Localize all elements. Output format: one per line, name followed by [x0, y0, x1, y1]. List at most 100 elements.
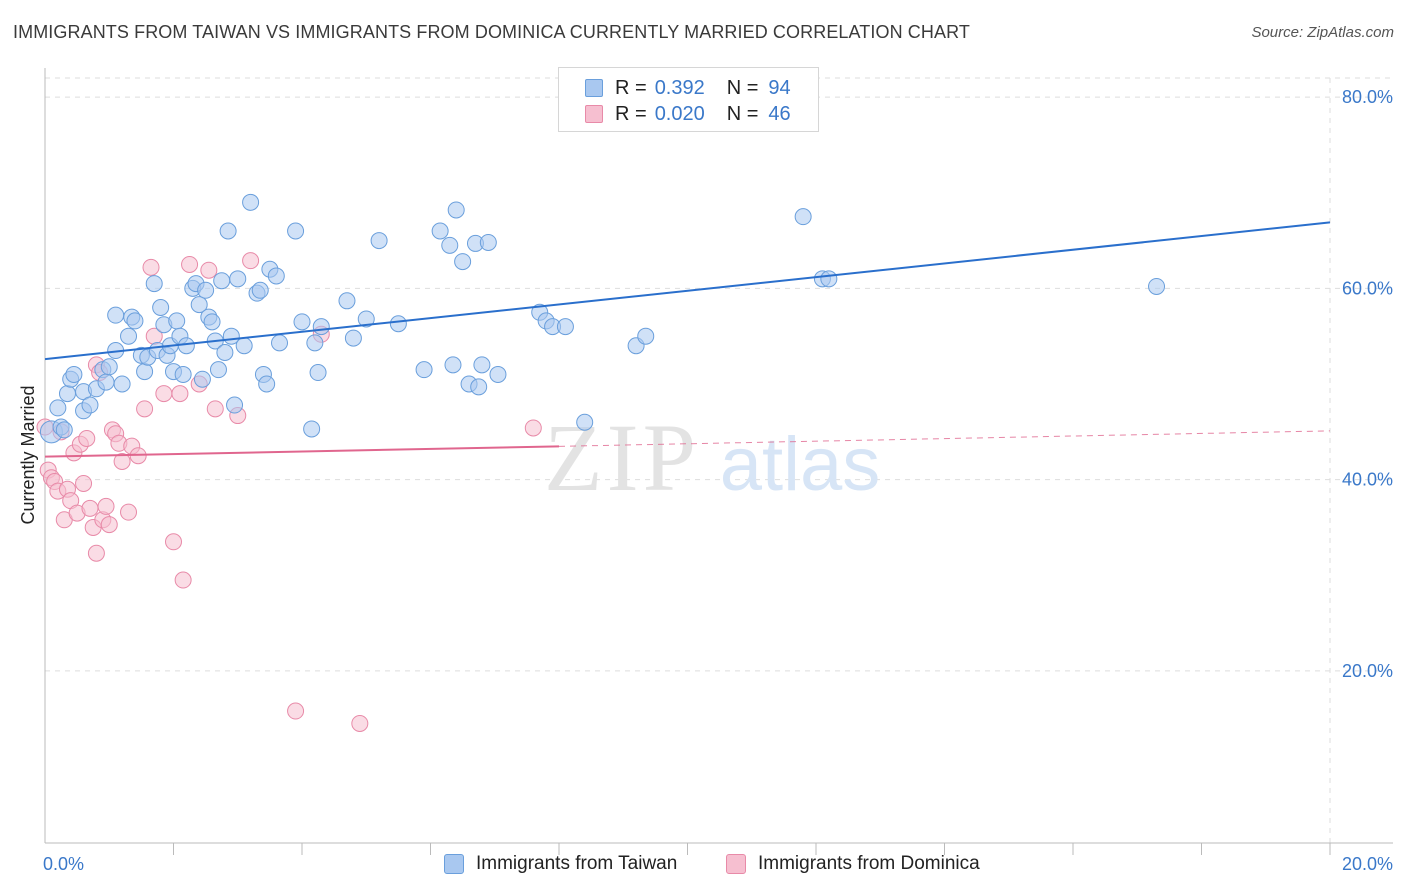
- trend-line-dominica: [44, 445, 560, 458]
- data-point-taiwan: [357, 310, 375, 328]
- data-point-taiwan: [197, 281, 215, 299]
- data-point-taiwan: [174, 365, 192, 383]
- data-point-taiwan: [287, 222, 305, 240]
- legend-swatch-dominica: [585, 105, 603, 123]
- y-tick-label: 20.0%: [1342, 661, 1393, 681]
- data-point-taiwan: [441, 236, 459, 254]
- data-point-dominica: [206, 400, 224, 418]
- data-point-taiwan: [556, 318, 574, 336]
- y-tick-label: 80.0%: [1342, 87, 1393, 107]
- bottom-legend-swatch-dominica: [726, 854, 746, 874]
- data-point-taiwan: [219, 222, 237, 240]
- y-tick-labels: 20.0% 40.0% 60.0% 80.0%: [1342, 87, 1393, 681]
- data-point-taiwan: [65, 365, 83, 383]
- data-point-taiwan: [306, 334, 324, 352]
- data-point-dominica: [97, 497, 115, 515]
- data-point-taiwan: [126, 312, 144, 330]
- legend-n-label: N =: [726, 102, 759, 125]
- taiwan-points: [39, 193, 1166, 444]
- data-point-taiwan: [242, 193, 260, 211]
- legend-row-taiwan: R = 0.392 N = 94: [585, 77, 791, 99]
- legend-r-value: 0.020: [654, 102, 705, 125]
- data-point-taiwan: [213, 272, 231, 290]
- data-point-taiwan: [203, 313, 221, 331]
- legend-n-value: 46: [768, 102, 791, 125]
- x-tick-labels: 0.0% 20.0%: [43, 854, 1393, 874]
- data-point-taiwan: [389, 315, 407, 333]
- data-point-taiwan: [235, 337, 253, 355]
- data-point-taiwan: [489, 365, 507, 383]
- data-point-dominica: [113, 452, 131, 470]
- data-point-taiwan: [216, 343, 234, 361]
- data-point-taiwan: [152, 299, 170, 316]
- data-point-taiwan: [293, 313, 311, 331]
- legend-n-label: N =: [726, 76, 759, 99]
- trend-lines: [44, 221, 1331, 458]
- trend-line-taiwan: [44, 221, 1331, 361]
- axes: [44, 68, 1393, 855]
- data-point-taiwan: [81, 396, 99, 414]
- bottom-legend-dominica: Immigrants from Dominica: [726, 852, 980, 876]
- legend-swatch-taiwan: [585, 79, 603, 97]
- data-point-dominica: [78, 430, 96, 448]
- data-point-dominica: [242, 252, 260, 270]
- data-point-taiwan: [226, 396, 244, 414]
- data-point-taiwan: [251, 281, 269, 299]
- data-point-taiwan: [145, 275, 163, 293]
- data-point-taiwan: [107, 306, 125, 324]
- data-point-taiwan: [431, 222, 449, 240]
- x-tick-label: 20.0%: [1342, 854, 1393, 874]
- legend: R = 0.392 N = 94 R = 0.020 N = 46: [558, 67, 819, 132]
- data-point-dominica: [120, 503, 138, 521]
- data-point-taiwan: [49, 399, 67, 417]
- legend-n-value: 94: [768, 76, 791, 99]
- data-point-dominica: [524, 419, 542, 437]
- bottom-legend-label-dominica: Immigrants from Dominica: [758, 853, 980, 874]
- data-point-taiwan: [794, 208, 812, 226]
- data-point-dominica: [87, 544, 105, 562]
- data-point-taiwan: [312, 318, 330, 336]
- data-point-dominica: [136, 400, 154, 418]
- data-point-dominica: [81, 499, 99, 517]
- data-point-taiwan: [271, 334, 289, 352]
- bottom-legend-swatch-taiwan: [444, 854, 464, 874]
- data-point-taiwan: [344, 329, 362, 347]
- data-point-taiwan: [309, 364, 327, 382]
- data-point-taiwan: [97, 373, 115, 391]
- bottom-legend-label-taiwan: Immigrants from Taiwan: [476, 853, 678, 874]
- data-point-taiwan: [177, 337, 195, 355]
- data-point-taiwan: [470, 378, 488, 396]
- data-point-taiwan: [303, 420, 321, 438]
- data-point-taiwan: [454, 253, 472, 271]
- data-point-taiwan: [267, 267, 285, 285]
- chart-title: IMMIGRANTS FROM TAIWAN VS IMMIGRANTS FRO…: [13, 22, 970, 42]
- data-point-taiwan: [820, 270, 838, 288]
- data-point-taiwan: [258, 375, 276, 393]
- y-tick-label: 60.0%: [1342, 278, 1393, 298]
- legend-r-label: R =: [615, 76, 647, 99]
- y-tick-label: 40.0%: [1342, 470, 1393, 490]
- data-point-taiwan: [136, 363, 154, 381]
- data-point-taiwan: [229, 270, 247, 288]
- data-point-dominica: [174, 571, 192, 589]
- data-point-taiwan: [120, 327, 138, 345]
- data-point-taiwan: [168, 312, 186, 330]
- data-point-dominica: [142, 258, 160, 276]
- bottom-legend-taiwan: Immigrants from Taiwan: [444, 852, 677, 876]
- x-tick-label: 0.0%: [43, 854, 84, 874]
- data-point-taiwan: [100, 358, 118, 376]
- data-point-taiwan: [1148, 277, 1166, 295]
- watermark: ZIP atlas: [544, 404, 880, 511]
- data-point-taiwan: [193, 370, 211, 388]
- data-point-dominica: [100, 516, 118, 534]
- data-point-dominica: [165, 533, 182, 551]
- data-point-dominica: [155, 385, 173, 403]
- data-point-taiwan: [338, 292, 356, 310]
- data-point-taiwan: [637, 327, 655, 345]
- data-point-dominica: [200, 261, 218, 279]
- legend-row-dominica: R = 0.020 N = 46: [585, 103, 791, 125]
- trend-line-dominica-projection: [558, 430, 1331, 447]
- watermark-zip: ZIP: [544, 404, 700, 511]
- data-point-taiwan: [190, 296, 208, 314]
